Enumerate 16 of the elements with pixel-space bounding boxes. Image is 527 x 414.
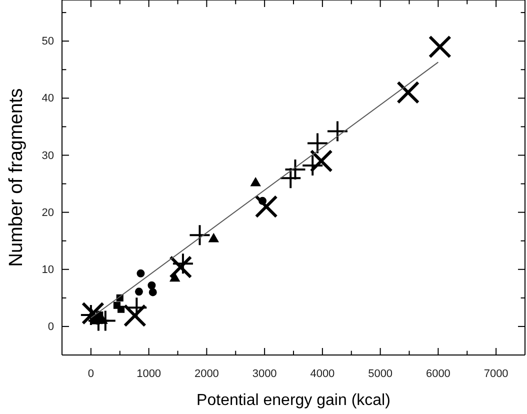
y-tick-label: 20 [42, 206, 54, 219]
x-tick-label: 4000 [310, 368, 335, 380]
x-axis-title: Potential energy gain (kcal) [196, 392, 390, 409]
y-tick-label: 40 [42, 92, 54, 105]
x-tick-label: 7000 [484, 368, 508, 380]
y-tick-label: 10 [42, 264, 54, 276]
x-tick-label: 3000 [252, 368, 277, 380]
x-tick-label: 2000 [194, 368, 219, 380]
x-tick-label: 5000 [368, 368, 393, 380]
x-tick-label: 6000 [426, 368, 450, 380]
y-tick-label: 30 [42, 150, 54, 162]
x-tick-label: 0 [88, 368, 94, 380]
y-tick-label: 50 [42, 36, 54, 48]
y-axis-title: Number of fragments [6, 88, 27, 267]
y-tick-label: 0 [48, 320, 54, 333]
x-tick-label: 1000 [136, 368, 162, 380]
